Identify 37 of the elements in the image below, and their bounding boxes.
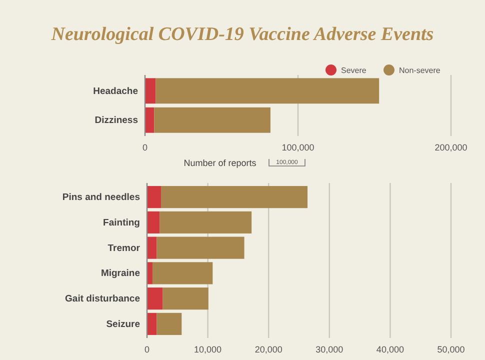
- bar: [147, 236, 157, 259]
- bar: [152, 262, 213, 284]
- y-tick-label: Headache: [93, 86, 138, 97]
- bar: [160, 186, 308, 208]
- bar: [156, 78, 380, 104]
- bar: [162, 288, 208, 310]
- x-tick-label: 30,000: [316, 344, 344, 355]
- bar: [147, 262, 152, 284]
- x-tick-label: 10,000: [194, 344, 222, 355]
- bar: [145, 107, 154, 133]
- x-tick-label: 0: [142, 142, 148, 153]
- y-tick-label: Dizziness: [94, 115, 138, 126]
- bar: [147, 312, 157, 335]
- bar: [145, 78, 156, 104]
- x-tick-label: 200,000: [434, 142, 468, 153]
- bar: [147, 288, 163, 310]
- y-tick-label: Gait disturbance: [65, 294, 140, 305]
- legend-label: Severe: [341, 66, 367, 75]
- bar: [154, 107, 270, 133]
- y-tick-label: Seizure: [106, 318, 140, 330]
- x-tick-label: 100,000: [282, 142, 314, 153]
- x-tick-label: 40,000: [376, 344, 404, 355]
- bar: [156, 312, 182, 335]
- y-tick-label: Tremor: [108, 242, 140, 254]
- x-tick-label: 50,000: [437, 344, 465, 355]
- y-tick-label: Migraine: [100, 268, 140, 280]
- y-tick-label: Fainting: [103, 217, 140, 228]
- legend-label: Non-severe: [399, 66, 441, 75]
- bar: [160, 211, 252, 234]
- x-axis-title: Number of reports: [184, 158, 257, 168]
- chart-title: Neurological COVID-19 Vaccine Adverse Events: [50, 24, 434, 45]
- y-tick-label: Pins and needles: [62, 192, 140, 204]
- x-tick-label: 0: [144, 344, 150, 355]
- x-tick-label: 20,000: [254, 344, 282, 355]
- bar: [147, 186, 161, 208]
- bar: [156, 236, 244, 259]
- bar: [147, 211, 160, 234]
